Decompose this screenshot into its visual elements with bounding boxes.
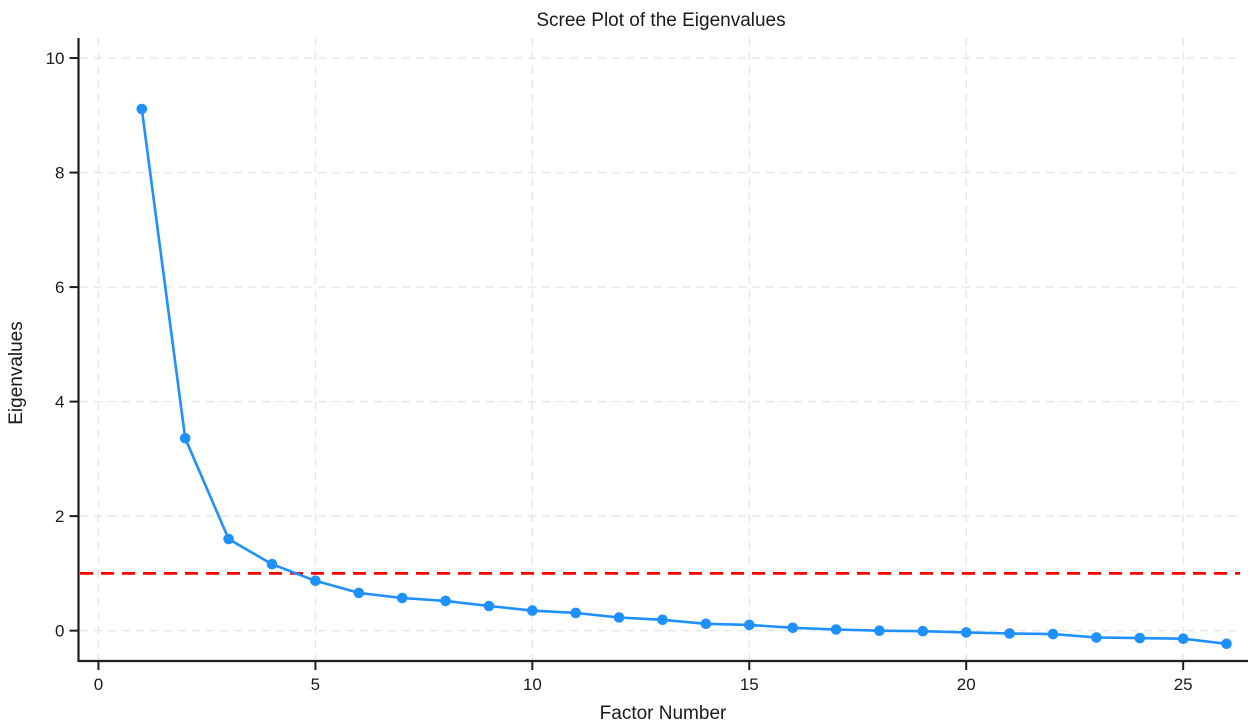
data-point: [700, 618, 712, 630]
x-tick-label: 0: [94, 675, 103, 694]
data-point: [787, 622, 798, 634]
data-point: [917, 625, 929, 637]
data-point: [1004, 628, 1015, 639]
data-point: [223, 533, 234, 545]
y-tick-label: 4: [55, 393, 64, 412]
data-point: [830, 624, 842, 635]
gridlines: [80, 38, 1240, 661]
y-tick-label: 0: [55, 622, 64, 641]
x-tick-label: 15: [740, 675, 759, 694]
data-point: [1091, 632, 1102, 643]
eigenvalue-series: [136, 103, 1232, 650]
data-point: [657, 614, 668, 626]
data-point: [1134, 632, 1146, 644]
y-tick-label: 6: [55, 278, 64, 297]
data-point: [960, 627, 972, 638]
axes: [69, 38, 1248, 670]
data-point: [744, 619, 755, 631]
data-point: [874, 625, 885, 636]
data-point: [396, 592, 408, 604]
data-point: [440, 595, 451, 607]
data-point: [1177, 633, 1189, 644]
data-point: [483, 600, 495, 612]
data-point: [570, 607, 581, 619]
x-tick-label: 20: [957, 675, 976, 694]
data-point: [136, 103, 148, 115]
y-axis-label: Eigenvalues: [6, 321, 27, 425]
x-tick-label: 25: [1174, 675, 1193, 694]
y-tick-label: 8: [55, 164, 64, 183]
x-axis-label: Factor Number: [600, 703, 727, 724]
data-point: [179, 433, 191, 444]
series-line: [140, 107, 1228, 646]
data-point: [266, 558, 278, 570]
data-point: [310, 575, 321, 587]
data-point: [353, 587, 365, 599]
data-point: [1047, 628, 1059, 640]
y-tick-label: 2: [55, 507, 64, 526]
data-point: [527, 605, 538, 616]
x-tick-label: 10: [523, 675, 542, 694]
data-point: [1221, 638, 1232, 650]
tick-labels: 0 2 4 6 8 10 0 5 10 15 20 25: [46, 49, 1193, 694]
data-point: [613, 612, 625, 623]
y-tick-label: 10: [46, 49, 65, 68]
x-tick-label: 5: [311, 675, 320, 694]
chart-title: Scree Plot of the Eigenvalues: [536, 10, 785, 31]
